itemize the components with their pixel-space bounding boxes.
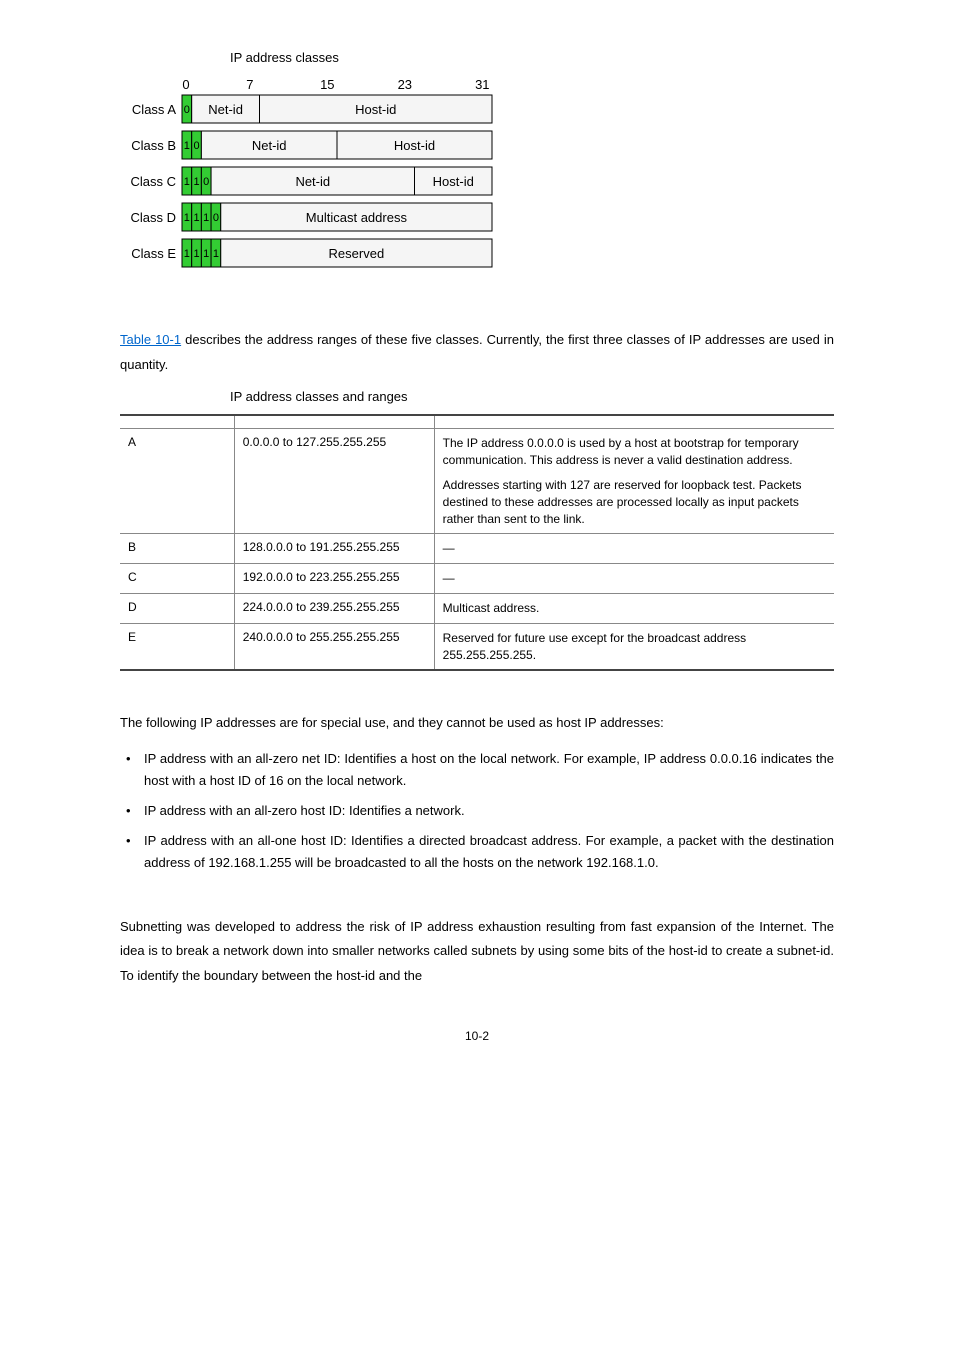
svg-text:0: 0 bbox=[213, 212, 219, 224]
svg-text:Class E: Class E bbox=[131, 246, 176, 261]
list-item: IP address with an all-zero net ID: Iden… bbox=[120, 748, 834, 792]
special-use-heading: The following IP addresses are for speci… bbox=[120, 711, 834, 736]
svg-text:1: 1 bbox=[193, 248, 199, 260]
svg-text:Host-id: Host-id bbox=[433, 174, 474, 189]
svg-text:Host-id: Host-id bbox=[394, 138, 435, 153]
ip-class-diagram: 07152331 Class A0Net-idHost-idClass B10N… bbox=[120, 75, 834, 288]
table-link[interactable]: Table 10-1 bbox=[120, 332, 181, 347]
svg-text:Class C: Class C bbox=[130, 174, 176, 189]
svg-text:1: 1 bbox=[203, 212, 209, 224]
table-row: C192.0.0.0 to 223.255.255.255— bbox=[120, 564, 834, 594]
intro-text: describes the address ranges of these fi… bbox=[120, 332, 834, 372]
svg-text:15: 15 bbox=[320, 77, 334, 92]
svg-text:Host-id: Host-id bbox=[355, 102, 396, 117]
special-use-list: IP address with an all-zero net ID: Iden… bbox=[120, 748, 834, 874]
svg-text:7: 7 bbox=[246, 77, 253, 92]
svg-text:0: 0 bbox=[203, 176, 209, 188]
svg-text:1: 1 bbox=[184, 248, 190, 260]
table-row: B128.0.0.0 to 191.255.255.255— bbox=[120, 534, 834, 564]
svg-text:0: 0 bbox=[193, 140, 199, 152]
svg-text:1: 1 bbox=[213, 248, 219, 260]
subnetting-paragraph: Subnetting was developed to address the … bbox=[120, 915, 834, 989]
table-title: IP address classes and ranges bbox=[230, 389, 834, 404]
svg-text:1: 1 bbox=[184, 176, 190, 188]
svg-text:0: 0 bbox=[182, 77, 189, 92]
svg-text:1: 1 bbox=[193, 212, 199, 224]
svg-text:Net-id: Net-id bbox=[295, 174, 330, 189]
table-row: E240.0.0.0 to 255.255.255.255Reserved fo… bbox=[120, 623, 834, 670]
figure-title: IP address classes bbox=[230, 50, 834, 65]
ip-classes-table: A0.0.0.0 to 127.255.255.255The IP addres… bbox=[120, 414, 834, 671]
svg-text:Multicast address: Multicast address bbox=[306, 210, 408, 225]
svg-text:1: 1 bbox=[184, 140, 190, 152]
list-item: IP address with an all-one host ID: Iden… bbox=[120, 830, 834, 874]
svg-text:1: 1 bbox=[184, 212, 190, 224]
svg-text:0: 0 bbox=[184, 104, 190, 116]
svg-text:31: 31 bbox=[475, 77, 489, 92]
table-row: D224.0.0.0 to 239.255.255.255Multicast a… bbox=[120, 593, 834, 623]
svg-text:23: 23 bbox=[398, 77, 412, 92]
intro-paragraph: Table 10-1 describes the address ranges … bbox=[120, 328, 834, 377]
svg-text:Class B: Class B bbox=[131, 138, 176, 153]
svg-text:Reserved: Reserved bbox=[329, 246, 385, 261]
list-item: IP address with an all-zero host ID: Ide… bbox=[120, 800, 834, 822]
svg-text:1: 1 bbox=[193, 176, 199, 188]
svg-text:Net-id: Net-id bbox=[252, 138, 287, 153]
svg-text:Net-id: Net-id bbox=[208, 102, 243, 117]
svg-text:Class D: Class D bbox=[130, 210, 176, 225]
svg-text:Class A: Class A bbox=[132, 102, 176, 117]
table-row: A0.0.0.0 to 127.255.255.255The IP addres… bbox=[120, 429, 834, 534]
page-number: 10-2 bbox=[120, 1029, 834, 1043]
svg-text:1: 1 bbox=[203, 248, 209, 260]
